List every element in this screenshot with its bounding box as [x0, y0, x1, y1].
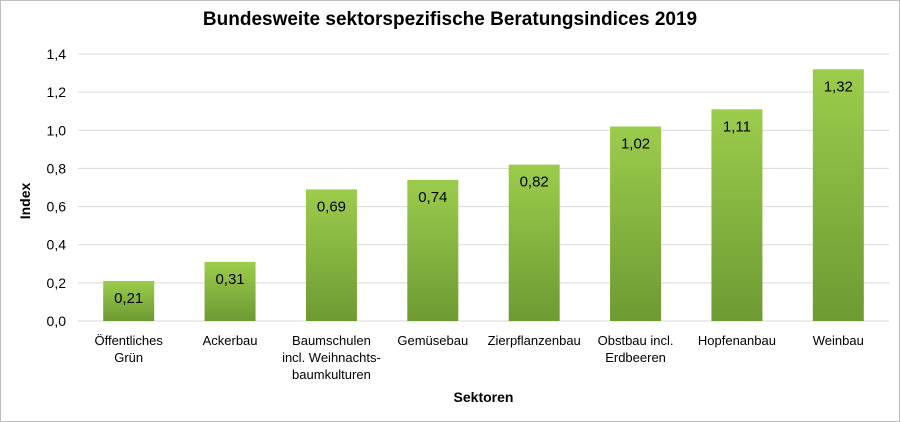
y-tick-label: 0,2 [47, 275, 67, 291]
x-axis-label: Sektoren [453, 389, 514, 405]
y-tick-label: 0,0 [47, 313, 67, 329]
bar [711, 109, 763, 321]
data-label: 0,31 [215, 271, 244, 288]
x-tick-label: Weinbau [813, 333, 864, 348]
bar [508, 164, 560, 321]
bar [204, 261, 256, 321]
x-tick-label: Zierpflanzenbau [488, 333, 581, 348]
y-tick-label: 0,8 [47, 160, 67, 176]
x-tick-label: Obstbau incl. Erdbeeren [598, 333, 674, 365]
x-tick-label: Öffentliches Grün [94, 333, 163, 365]
x-tick-label: Baumschulen incl. Weihnachts-baumkulturen [282, 333, 381, 382]
bar [610, 126, 662, 321]
y-tick-label: 0,4 [47, 237, 67, 253]
data-label: 0,74 [418, 189, 447, 206]
bar [103, 280, 155, 321]
data-label: 1,11 [723, 118, 751, 135]
data-label: 1,32 [824, 78, 853, 95]
data-label: 0,82 [520, 174, 549, 191]
x-tick-label: Gemüsebau [397, 333, 468, 348]
x-tick-label: Hopfenanbau [698, 333, 776, 348]
bar [407, 179, 459, 321]
y-tick-label: 1,0 [47, 122, 67, 138]
y-tick-label: 1,2 [47, 84, 67, 100]
bar [305, 189, 357, 321]
data-label: 0,69 [317, 198, 346, 215]
x-tick-label: Ackerbau [203, 333, 258, 348]
y-tick-label: 0,6 [47, 199, 67, 215]
chart-title: Bundesweite sektorspezifische Beratungsi… [202, 9, 698, 30]
y-tick-label: 1,4 [47, 46, 67, 62]
data-label: 1,02 [621, 135, 650, 152]
bar [812, 69, 864, 321]
data-label: 0,21 [114, 290, 143, 307]
